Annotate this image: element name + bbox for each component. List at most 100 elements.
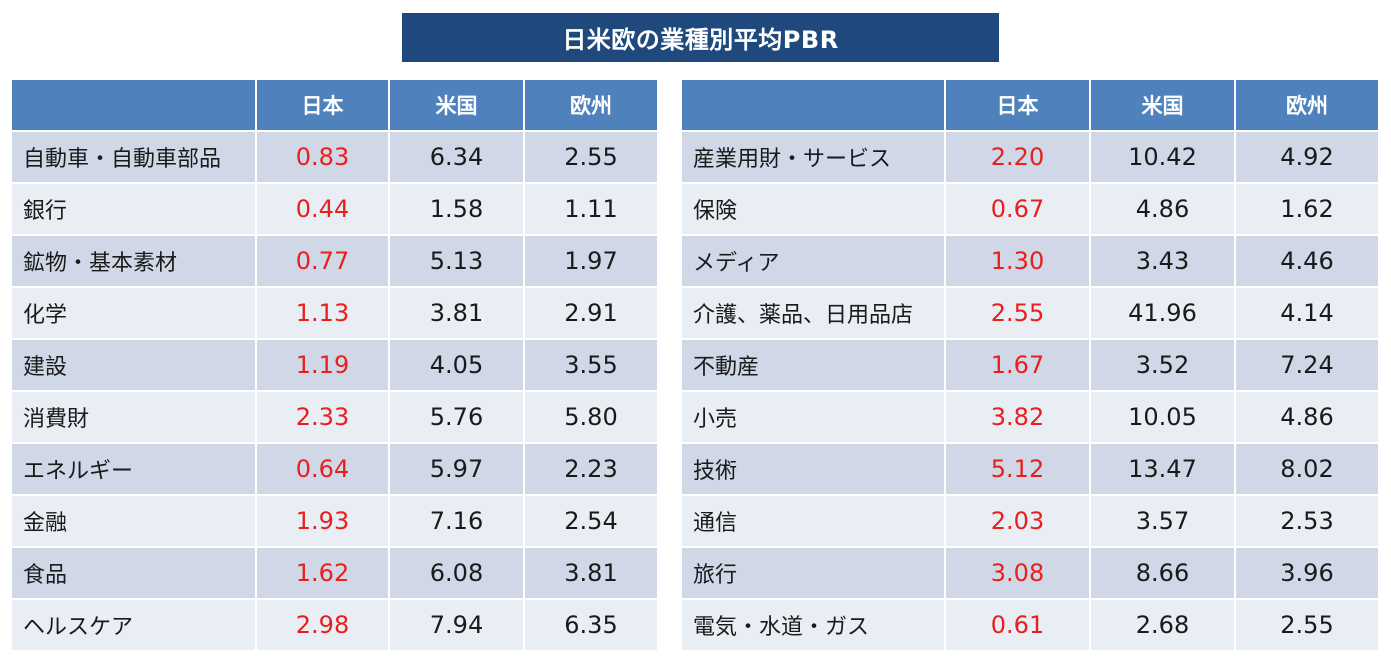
header-us: 米国 bbox=[1089, 78, 1236, 132]
sector-name: 金融 bbox=[10, 494, 257, 548]
europe-value: 8.02 bbox=[1234, 442, 1380, 496]
europe-value: 5.80 bbox=[523, 390, 659, 444]
table-header-row: 日本 米国 欧州 bbox=[10, 78, 659, 132]
japan-value: 3.08 bbox=[944, 546, 1091, 600]
header-europe: 欧州 bbox=[1234, 78, 1380, 132]
header-us: 米国 bbox=[388, 78, 525, 132]
header-europe: 欧州 bbox=[523, 78, 659, 132]
table-row: 小売 3.82 10.05 4.86 bbox=[680, 390, 1380, 444]
japan-value: 5.12 bbox=[944, 442, 1091, 496]
pbr-table-right: 日本 米国 欧州 産業用財・サービス 2.20 10.42 4.92 保険 0.… bbox=[680, 78, 1380, 652]
europe-value: 2.55 bbox=[523, 130, 659, 184]
us-value: 7.16 bbox=[388, 494, 525, 548]
us-value: 2.68 bbox=[1089, 598, 1236, 652]
table-row: 化学 1.13 3.81 2.91 bbox=[10, 286, 659, 340]
table-row: 旅行 3.08 8.66 3.96 bbox=[680, 546, 1380, 600]
sector-name: 保険 bbox=[680, 182, 946, 236]
us-value: 10.05 bbox=[1089, 390, 1236, 444]
us-value: 4.05 bbox=[388, 338, 525, 392]
europe-value: 2.23 bbox=[523, 442, 659, 496]
japan-value: 0.61 bbox=[944, 598, 1091, 652]
japan-value: 2.20 bbox=[944, 130, 1091, 184]
sector-name: 産業用財・サービス bbox=[680, 130, 946, 184]
sector-name: 食品 bbox=[10, 546, 257, 600]
table-row: 産業用財・サービス 2.20 10.42 4.92 bbox=[680, 130, 1380, 184]
header-japan: 日本 bbox=[255, 78, 390, 132]
sector-name: 介護、薬品、日用品店 bbox=[680, 286, 946, 340]
japan-value: 3.82 bbox=[944, 390, 1091, 444]
sector-name: メディア bbox=[680, 234, 946, 288]
us-value: 6.08 bbox=[388, 546, 525, 600]
us-value: 3.57 bbox=[1089, 494, 1236, 548]
europe-value: 2.54 bbox=[523, 494, 659, 548]
header-sector bbox=[680, 78, 946, 132]
table-row: 電気・水道・ガス 0.61 2.68 2.55 bbox=[680, 598, 1380, 652]
header-japan: 日本 bbox=[944, 78, 1091, 132]
table-row: 保険 0.67 4.86 1.62 bbox=[680, 182, 1380, 236]
table-row: 鉱物・基本素材 0.77 5.13 1.97 bbox=[10, 234, 659, 288]
pbr-table-left: 日本 米国 欧州 自動車・自動車部品 0.83 6.34 2.55 銀行 0.4… bbox=[10, 78, 659, 652]
sector-name: 消費財 bbox=[10, 390, 257, 444]
sector-name: 自動車・自動車部品 bbox=[10, 130, 257, 184]
europe-value: 2.91 bbox=[523, 286, 659, 340]
table-row: 通信 2.03 3.57 2.53 bbox=[680, 494, 1380, 548]
sector-name: 建設 bbox=[10, 338, 257, 392]
europe-value: 3.55 bbox=[523, 338, 659, 392]
header-sector bbox=[10, 78, 257, 132]
table-row: 不動産 1.67 3.52 7.24 bbox=[680, 338, 1380, 392]
page-title: 日米欧の業種別平均PBR bbox=[402, 13, 999, 62]
sector-name: 銀行 bbox=[10, 182, 257, 236]
us-value: 1.58 bbox=[388, 182, 525, 236]
europe-value: 4.46 bbox=[1234, 234, 1380, 288]
us-value: 41.96 bbox=[1089, 286, 1236, 340]
table-row: 消費財 2.33 5.76 5.80 bbox=[10, 390, 659, 444]
sector-name: ヘルスケア bbox=[10, 598, 257, 652]
europe-value: 7.24 bbox=[1234, 338, 1380, 392]
table-row: 建設 1.19 4.05 3.55 bbox=[10, 338, 659, 392]
table-row: 介護、薬品、日用品店 2.55 41.96 4.14 bbox=[680, 286, 1380, 340]
table-row: 金融 1.93 7.16 2.54 bbox=[10, 494, 659, 548]
us-value: 3.43 bbox=[1089, 234, 1236, 288]
sector-name: 小売 bbox=[680, 390, 946, 444]
europe-value: 3.81 bbox=[523, 546, 659, 600]
europe-value: 4.86 bbox=[1234, 390, 1380, 444]
us-value: 5.97 bbox=[388, 442, 525, 496]
europe-value: 1.62 bbox=[1234, 182, 1380, 236]
europe-value: 4.14 bbox=[1234, 286, 1380, 340]
europe-value: 2.53 bbox=[1234, 494, 1380, 548]
table-row: 銀行 0.44 1.58 1.11 bbox=[10, 182, 659, 236]
japan-value: 1.19 bbox=[255, 338, 390, 392]
japan-value: 1.30 bbox=[944, 234, 1091, 288]
europe-value: 2.55 bbox=[1234, 598, 1380, 652]
europe-value: 6.35 bbox=[523, 598, 659, 652]
japan-value: 0.44 bbox=[255, 182, 390, 236]
sector-name: 電気・水道・ガス bbox=[680, 598, 946, 652]
us-value: 10.42 bbox=[1089, 130, 1236, 184]
japan-value: 1.13 bbox=[255, 286, 390, 340]
table-row: 自動車・自動車部品 0.83 6.34 2.55 bbox=[10, 130, 659, 184]
sector-name: 通信 bbox=[680, 494, 946, 548]
us-value: 5.76 bbox=[388, 390, 525, 444]
japan-value: 1.93 bbox=[255, 494, 390, 548]
us-value: 3.81 bbox=[388, 286, 525, 340]
sector-name: 鉱物・基本素材 bbox=[10, 234, 257, 288]
us-value: 13.47 bbox=[1089, 442, 1236, 496]
japan-value: 2.55 bbox=[944, 286, 1091, 340]
us-value: 7.94 bbox=[388, 598, 525, 652]
sector-name: 化学 bbox=[10, 286, 257, 340]
sector-name: 不動産 bbox=[680, 338, 946, 392]
japan-value: 1.62 bbox=[255, 546, 390, 600]
europe-value: 1.11 bbox=[523, 182, 659, 236]
japan-value: 2.03 bbox=[944, 494, 1091, 548]
japan-value: 0.64 bbox=[255, 442, 390, 496]
table-header-row: 日本 米国 欧州 bbox=[680, 78, 1380, 132]
europe-value: 4.92 bbox=[1234, 130, 1380, 184]
sector-name: 旅行 bbox=[680, 546, 946, 600]
us-value: 5.13 bbox=[388, 234, 525, 288]
sector-name: 技術 bbox=[680, 442, 946, 496]
us-value: 3.52 bbox=[1089, 338, 1236, 392]
us-value: 4.86 bbox=[1089, 182, 1236, 236]
us-value: 6.34 bbox=[388, 130, 525, 184]
table-row: ヘルスケア 2.98 7.94 6.35 bbox=[10, 598, 659, 652]
us-value: 8.66 bbox=[1089, 546, 1236, 600]
